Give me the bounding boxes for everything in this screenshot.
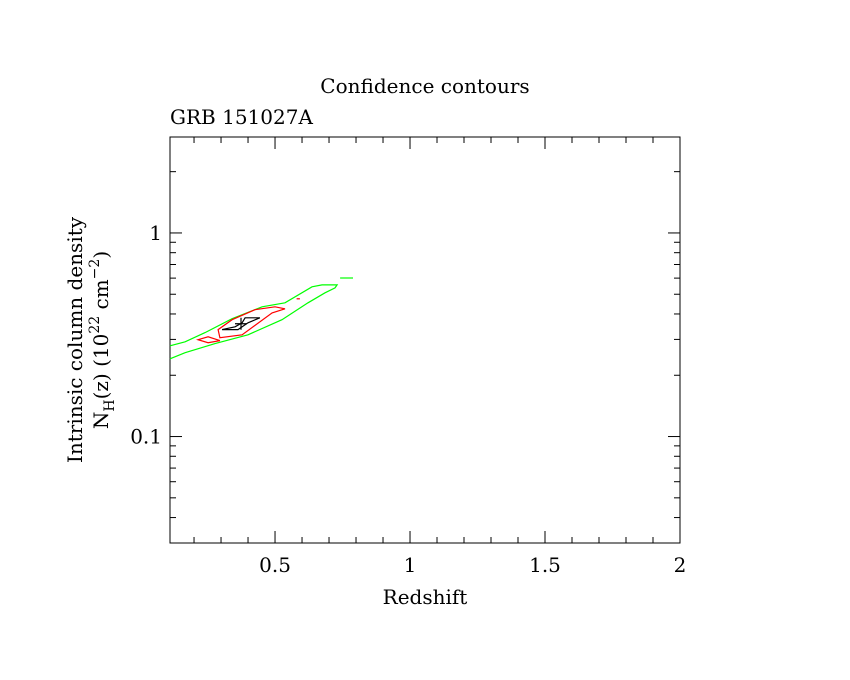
tick-labels: 0.5 1 1.5 2 0.1 1 (130, 221, 686, 577)
green-contour (169, 284, 339, 360)
axis-ticks (170, 137, 681, 544)
y-axis-label-line1: Intrinsic column density (63, 216, 87, 463)
red-island (195, 336, 221, 344)
best-fit-marker (235, 317, 248, 330)
red-contour (217, 306, 286, 339)
x-axis-label: Redshift (383, 585, 468, 609)
x-tick-label: 2 (674, 553, 687, 577)
contours (169, 277, 353, 360)
x-tick-label: 0.5 (259, 553, 291, 577)
plot-frame (169, 136, 681, 544)
black-contour (221, 317, 261, 331)
y-tick-label: 1 (149, 221, 162, 245)
x-tick-label: 1 (404, 553, 417, 577)
chart-subtitle: GRB 151027A (170, 105, 313, 129)
x-tick-label: 1.5 (529, 553, 561, 577)
chart-title: Confidence contours (320, 74, 529, 98)
y-axis-label-line2: NH(z) (1022 cm−2) (87, 251, 118, 429)
y-tick-label: 0.1 (130, 425, 162, 449)
